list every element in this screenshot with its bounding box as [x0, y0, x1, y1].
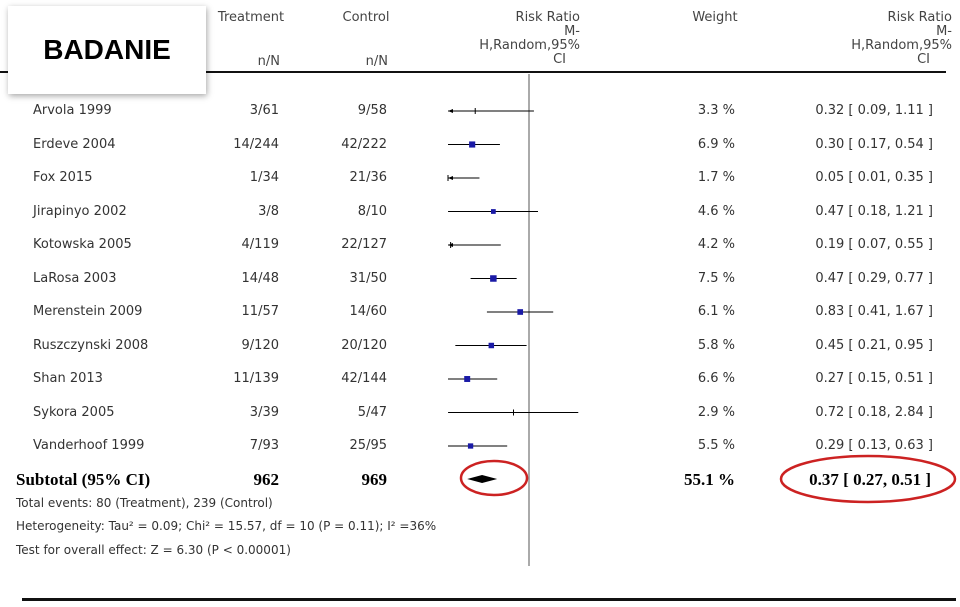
- study-ci: 0.32 [ 0.09, 1.11 ]: [815, 103, 933, 118]
- badanie-label-box: BADANIE: [8, 6, 206, 94]
- study-name: Erdeve 2004: [33, 136, 116, 152]
- risk-ratio-ci-header-line1: Risk Ratio: [887, 10, 952, 25]
- risk-ratio-header-line3: H,Random,95%: [479, 38, 580, 53]
- study-name: Fox 2015: [33, 170, 93, 185]
- effect-marker: [464, 376, 471, 382]
- ci-arrow-left: [448, 109, 453, 113]
- subtotal-ci: 0.37 [ 0.27, 0.51 ]: [809, 470, 931, 489]
- risk-ratio-header-line4: CI: [553, 52, 566, 67]
- study-treatment: 11/57: [241, 304, 279, 319]
- effect-marker: [517, 309, 524, 315]
- badanie-label: BADANIE: [43, 34, 171, 65]
- study-treatment: 3/61: [249, 103, 279, 118]
- header-rule: [0, 71, 946, 73]
- study-control: 31/50: [349, 270, 387, 286]
- subtotal-control: 969: [361, 470, 388, 489]
- study-ci: 0.30 [ 0.17, 0.54 ]: [815, 136, 933, 152]
- treatment-header: Treatment: [217, 10, 285, 25]
- study-control: 21/36: [349, 170, 387, 185]
- total-events: Total events: 80 (Treatment), 239 (Contr…: [16, 496, 273, 510]
- subtotal-treatment: 962: [253, 470, 280, 489]
- study-treatment: 4/119: [241, 237, 279, 252]
- study-name: Jirapinyo 2002: [33, 203, 127, 219]
- footer-rule: [22, 598, 956, 601]
- weight-header: Weight: [692, 10, 738, 25]
- study-weight: 5.5 %: [697, 438, 735, 453]
- ci-highlight-ellipse: [779, 454, 957, 504]
- study-control: 25/95: [349, 438, 387, 453]
- study-name: Merenstein 2009: [33, 304, 143, 319]
- study-control: 20/120: [341, 337, 387, 353]
- study-name: Vanderhoof 1999: [33, 438, 145, 453]
- study-ci: 0.27 [ 0.15, 0.51 ]: [815, 371, 933, 386]
- study-control: 8/10: [357, 203, 387, 219]
- subtotal-weight: 55.1 %: [684, 470, 735, 489]
- subtotal-label: Subtotal (95% CI): [16, 470, 151, 489]
- study-name: Sykora 2005: [33, 404, 115, 420]
- study-treatment: 9/120: [241, 337, 279, 353]
- study-treatment: 3/8: [258, 203, 279, 219]
- risk-ratio-ci-header-line4: CI: [917, 52, 930, 67]
- study-control: 22/127: [341, 237, 387, 252]
- study-ci: 0.29 [ 0.13, 0.63 ]: [815, 438, 933, 453]
- study-name: Ruszczynski 2008: [33, 337, 149, 353]
- effect-marker: [490, 209, 496, 214]
- study-control: 9/58: [357, 103, 387, 118]
- study-ci: 0.47 [ 0.29, 0.77 ]: [815, 270, 933, 286]
- subtotal-diamond: [467, 475, 498, 483]
- study-weight: 6.9 %: [697, 136, 735, 152]
- study-treatment: 14/244: [233, 136, 279, 152]
- risk-ratio-ci-header: Risk Ratio M- H,Random,95% CI: [840, 11, 952, 67]
- effect-marker: [469, 141, 476, 148]
- study-ci: 0.05 [ 0.01, 0.35 ]: [815, 170, 933, 185]
- control-subheader: n/N: [365, 54, 388, 69]
- study-ci: 0.83 [ 0.41, 1.67 ]: [815, 304, 933, 319]
- overall-effect: Test for overall effect: Z = 6.30 (P < 0…: [16, 543, 291, 557]
- study-weight: 3.3 %: [697, 103, 735, 118]
- study-ci: 0.19 [ 0.07, 0.55 ]: [815, 237, 933, 252]
- ci-arrow-left: [448, 176, 453, 180]
- study-weight: 4.2 %: [697, 237, 735, 252]
- study-treatment: 7/93: [249, 438, 279, 453]
- study-name: Kotowska 2005: [33, 237, 132, 252]
- study-weight: 6.1 %: [697, 304, 735, 319]
- study-name: Arvola 1999: [33, 103, 112, 118]
- control-header: Control: [342, 10, 390, 25]
- study-name: Shan 2013: [33, 371, 103, 386]
- study-weight: 5.8 %: [697, 337, 735, 353]
- risk-ratio-header: Risk Ratio M- H,Random,95% CI: [470, 11, 580, 67]
- risk-ratio-header-line1: Risk Ratio: [515, 10, 580, 25]
- study-treatment: 11/139: [233, 371, 279, 386]
- study-name: LaRosa 2003: [33, 270, 117, 286]
- treatment-subheader: n/N: [257, 54, 280, 69]
- study-weight: 2.9 %: [697, 404, 735, 420]
- study-control: 42/144: [341, 371, 387, 386]
- study-weight: 4.6 %: [697, 203, 735, 219]
- study-treatment: 3/39: [249, 404, 279, 420]
- risk-ratio-header-line2: M-: [564, 24, 580, 39]
- study-ci: 0.45 [ 0.21, 0.95 ]: [815, 337, 933, 353]
- study-treatment: 14/48: [241, 270, 279, 286]
- diamond-highlight-ellipse: [459, 459, 529, 497]
- study-control: 14/60: [349, 304, 387, 319]
- effect-marker: [467, 443, 474, 449]
- study-ci: 0.72 [ 0.18, 2.84 ]: [815, 404, 933, 420]
- effect-marker: [488, 342, 495, 349]
- study-ci: 0.47 [ 0.18, 1.21 ]: [815, 203, 933, 219]
- effect-marker: [490, 275, 497, 282]
- study-weight: 7.5 %: [697, 270, 735, 286]
- heterogeneity: Heterogeneity: Tau² = 0.09; Chi² = 15.57…: [16, 519, 437, 533]
- study-treatment: 1/34: [249, 170, 279, 185]
- study-control: 5/47: [357, 404, 387, 420]
- study-weight: 6.6 %: [697, 371, 735, 386]
- risk-ratio-ci-header-line3: H,Random,95%: [851, 38, 952, 53]
- risk-ratio-ci-header-line2: M-: [936, 24, 952, 39]
- study-weight: 1.7 %: [697, 170, 735, 185]
- study-control: 42/222: [341, 136, 387, 152]
